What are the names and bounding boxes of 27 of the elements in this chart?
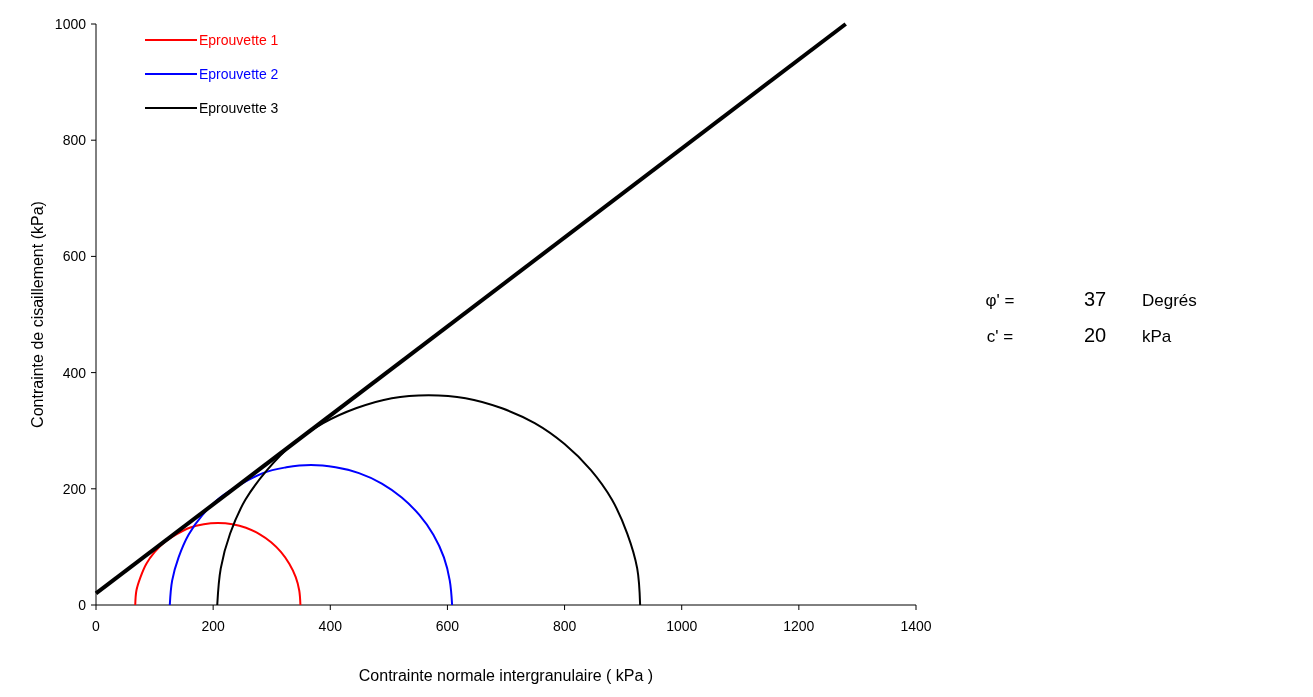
x-tick-label: 800 (552, 618, 577, 634)
y-axis-title: Contrainte de cisaillement (kPa) (29, 201, 46, 428)
legend-label: Eprouvette 2 (199, 66, 279, 82)
y-tick-label: 0 (78, 597, 87, 613)
text: 37 (1083, 288, 1107, 310)
text: c' = (986, 327, 1014, 346)
x-tick-label: 1200 (783, 618, 815, 634)
x-tick-label: 400 (318, 618, 343, 634)
x-tick-label: 1400 (900, 618, 932, 634)
legend-label: Eprouvette 1 (199, 32, 279, 48)
y-tick-label: 800 (62, 132, 87, 149)
y-tick-label: 200 (62, 480, 87, 497)
y-tick-label: 600 (62, 248, 87, 265)
text: 20 (1083, 324, 1107, 346)
x-tick-label: 1000 (666, 618, 698, 634)
y-tick-label: 1000 (54, 16, 87, 32)
text: φ' = (985, 291, 1015, 310)
text: kPa (1142, 327, 1172, 346)
x-tick-label: 600 (435, 618, 460, 634)
legend-label: Eprouvette 3 (199, 100, 279, 116)
y-tick-label: 400 (62, 364, 87, 381)
line-series (134, 522, 302, 606)
text: Degrés (1142, 291, 1197, 310)
x-axis-title: Contrainte normale intergranulaire ( kPa ) (358, 667, 654, 684)
x-tick-label: 0 (92, 618, 101, 634)
x-tick-label: 200 (201, 618, 226, 634)
line-series (168, 463, 454, 606)
